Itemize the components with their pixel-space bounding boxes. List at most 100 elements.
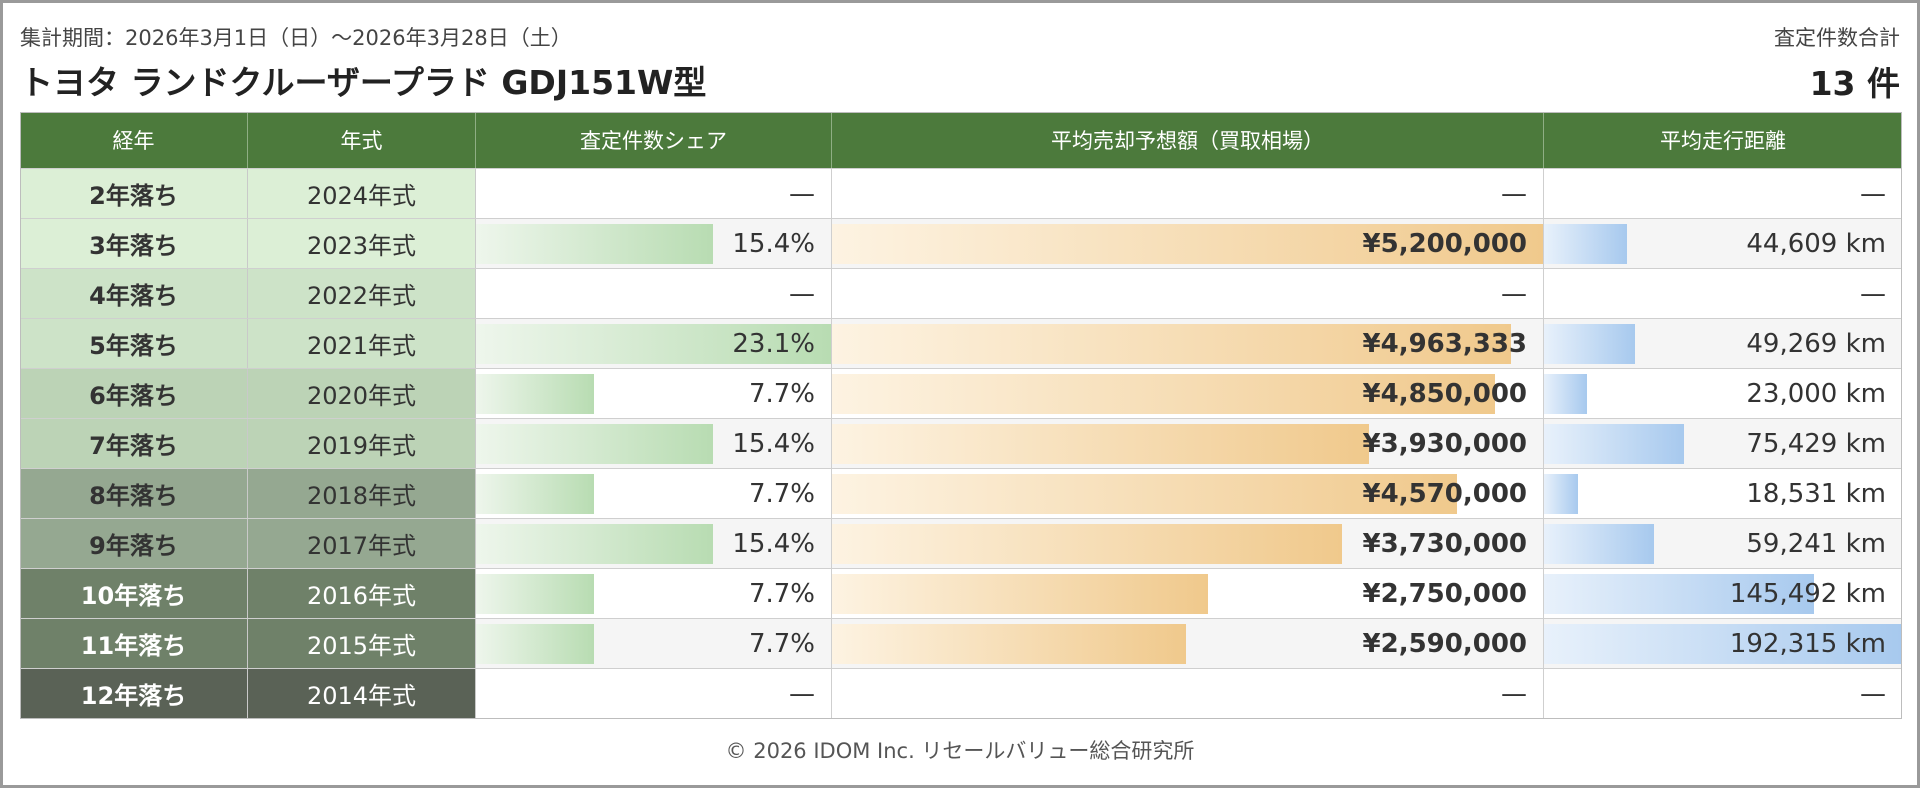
share-bar (476, 324, 831, 364)
model-year-label: 2020年式 (248, 369, 476, 418)
age-label: 4年落ち (20, 269, 248, 318)
distance-bar (1544, 624, 1901, 664)
share-bar (476, 474, 595, 514)
distance-value: 49,269 km (1746, 328, 1886, 359)
table-row: 4年落ち 2022年式 — — — (20, 268, 1902, 318)
footer-copyright: © 2026 IDOM Inc. リセールバリュー総合研究所 (725, 739, 1195, 763)
table-row: 9年落ち 2017年式 15.4% ¥3,730,000 59,241 km (20, 518, 1902, 568)
model-year-label: 2021年式 (248, 319, 476, 368)
table-row: 2年落ち 2024年式 — — — (20, 168, 1902, 218)
distance-cell: 23,000 km (1544, 369, 1902, 418)
total-count-value: 13 件 (1809, 64, 1900, 103)
share-bar (476, 524, 713, 564)
distance-value: 44,609 km (1746, 228, 1886, 259)
distance-cell: 44,609 km (1544, 219, 1902, 268)
price-bar (832, 574, 1208, 614)
share-bar (476, 224, 713, 264)
total-count-label: 査定件数合計 (1774, 26, 1900, 50)
share-value: 15.4% (732, 228, 815, 259)
price-value: ¥4,570,000 (1362, 478, 1527, 509)
price-bar (832, 524, 1342, 564)
age-label: 8年落ち (20, 469, 248, 518)
share-value: 23.1% (732, 328, 815, 359)
share-value: 7.7% (748, 628, 815, 659)
share-value: 7.7% (748, 478, 815, 509)
share-value: 7.7% (748, 378, 815, 409)
table-row: 10年落ち 2016年式 7.7% ¥2,750,000 145,492 km (20, 568, 1902, 618)
share-cell: 15.4% (476, 519, 832, 568)
price-bar (832, 624, 1187, 664)
price-cell: ¥5,200,000 (832, 219, 1544, 268)
distance-value: 75,429 km (1746, 428, 1886, 459)
distance-bar (1544, 524, 1654, 564)
price-cell: — (832, 269, 1544, 318)
distance-bar (1544, 574, 1815, 614)
model-year-label: 2016年式 (248, 569, 476, 618)
age-label: 3年落ち (20, 219, 248, 268)
price-bar (832, 474, 1457, 514)
table-body: 2年落ち 2024年式 — — — 3年落ち 2023年式 15.4% ¥5,200,000 44… (20, 168, 1902, 718)
price-cell: ¥2,750,000 (832, 569, 1544, 618)
model-year-label: 2018年式 (248, 469, 476, 518)
table-header-row: 経年 年式 査定件数シェア 平均売却予想額（買取相場） 平均走行距離 (20, 112, 1902, 168)
share-cell: — (476, 169, 832, 218)
distance-value: 23,000 km (1746, 378, 1886, 409)
price-value: ¥2,750,000 (1362, 578, 1527, 609)
price-value: — (1501, 678, 1527, 709)
distance-cell: — (1544, 669, 1902, 718)
share-cell: — (476, 669, 832, 718)
share-cell: 23.1% (476, 319, 832, 368)
share-bar (476, 374, 595, 414)
table-row: 11年落ち 2015年式 7.7% ¥2,590,000 192,315 km (20, 618, 1902, 668)
distance-bar (1544, 324, 1636, 364)
share-value: 7.7% (748, 578, 815, 609)
age-label: 11年落ち (20, 619, 248, 668)
price-cell: ¥3,930,000 (832, 419, 1544, 468)
age-label: 7年落ち (20, 419, 248, 468)
model-year-label: 2015年式 (248, 619, 476, 668)
share-bar (476, 624, 595, 664)
price-cell: ¥4,963,333 (832, 319, 1544, 368)
price-value: ¥3,730,000 (1362, 528, 1527, 559)
share-cell: — (476, 269, 832, 318)
share-cell: 7.7% (476, 569, 832, 618)
distance-cell: 192,315 km (1544, 619, 1902, 668)
distance-cell: — (1544, 269, 1902, 318)
share-bar (476, 574, 595, 614)
price-cell: ¥4,850,000 (832, 369, 1544, 418)
age-label: 5年落ち (20, 319, 248, 368)
share-value: — (789, 678, 815, 709)
distance-cell: 145,492 km (1544, 569, 1902, 618)
period-label: 集計期間：2026年3月1日（日）～2026年3月28日（土） (20, 26, 572, 50)
age-label: 6年落ち (20, 369, 248, 418)
share-cell: 7.7% (476, 619, 832, 668)
table-row: 8年落ち 2018年式 7.7% ¥4,570,000 18,531 km (20, 468, 1902, 518)
distance-bar (1544, 424, 1685, 464)
share-value: — (789, 278, 815, 309)
age-label: 2年落ち (20, 169, 248, 218)
header-model-year: 年式 (248, 112, 476, 168)
distance-value: 192,315 km (1729, 628, 1886, 659)
age-label: 10年落ち (20, 569, 248, 618)
model-year-label: 2024年式 (248, 169, 476, 218)
share-cell: 7.7% (476, 369, 832, 418)
header-distance: 平均走行距離 (1544, 112, 1902, 168)
price-cell: ¥2,590,000 (832, 619, 1544, 668)
model-year-label: 2022年式 (248, 269, 476, 318)
price-bar (832, 424, 1370, 464)
table-row: 7年落ち 2019年式 15.4% ¥3,930,000 75,429 km (20, 418, 1902, 468)
model-year-label: 2017年式 (248, 519, 476, 568)
age-label: 9年落ち (20, 519, 248, 568)
resale-table: 経年 年式 査定件数シェア 平均売却予想額（買取相場） 平均走行距離 2年落ち 2024年… (20, 112, 1902, 718)
model-year-label: 2014年式 (248, 669, 476, 718)
table-row: 12年落ち 2014年式 — — — (20, 668, 1902, 718)
table-row: 5年落ち 2021年式 23.1% ¥4,963,333 49,269 km (20, 318, 1902, 368)
price-value: ¥5,200,000 (1362, 228, 1527, 259)
distance-value: — (1860, 678, 1886, 709)
share-cell: 15.4% (476, 219, 832, 268)
price-bar (832, 224, 1543, 264)
distance-cell: 49,269 km (1544, 319, 1902, 368)
share-value: — (789, 178, 815, 209)
price-cell: — (832, 669, 1544, 718)
price-bar (832, 324, 1511, 364)
